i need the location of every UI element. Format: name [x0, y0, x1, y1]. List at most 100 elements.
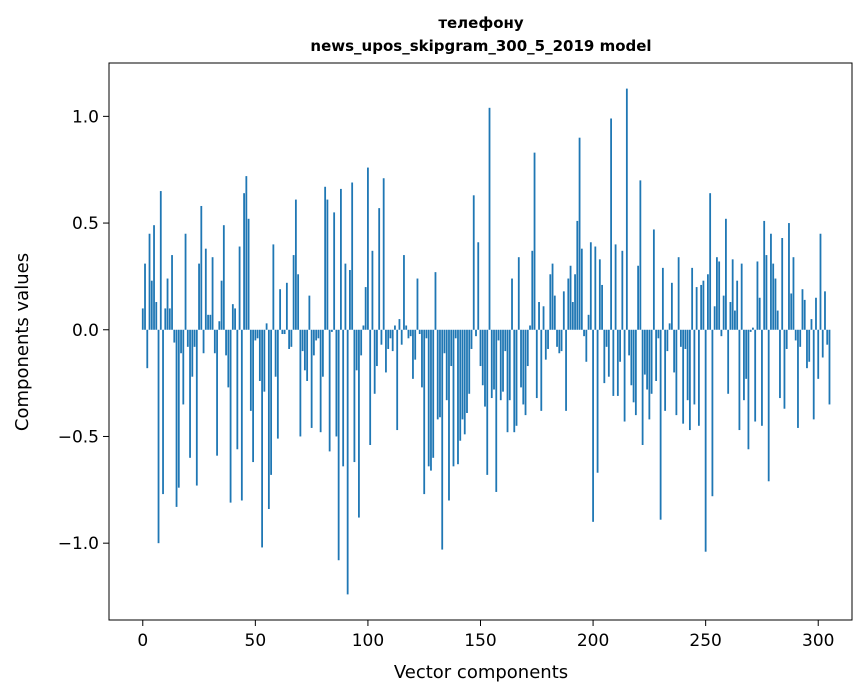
- bar-component-221: [639, 180, 642, 330]
- bar-component-46: [245, 176, 248, 330]
- bar-component-172: [529, 325, 531, 330]
- bar-component-187: [562, 291, 565, 330]
- bar-component-231: [661, 267, 664, 330]
- bar-component-31: [211, 257, 214, 330]
- bar-component-150: [479, 329, 482, 367]
- bar-component-196: [583, 329, 585, 337]
- bar-component-241: [684, 329, 687, 349]
- chart-title-line2: news_upos_skipgram_300_5_2019 model: [310, 37, 651, 55]
- bar-component-163: [508, 329, 511, 401]
- bar-component-2: [146, 329, 149, 369]
- bar-component-218: [632, 329, 635, 403]
- bar-component-166: [515, 329, 518, 426]
- bar-component-264: [736, 280, 739, 330]
- bar-component-135: [445, 329, 448, 401]
- bar-component-10: [164, 308, 167, 330]
- bar-component-13: [171, 255, 173, 330]
- bar-component-147: [472, 195, 475, 330]
- bar-component-183: [553, 295, 556, 330]
- bar-component-49: [252, 329, 254, 463]
- bar-component-84: [331, 329, 333, 332]
- x-tick-label: 50: [245, 631, 267, 651]
- bar-component-222: [641, 329, 644, 445]
- bar-component-153: [486, 329, 489, 475]
- bar-component-14: [173, 329, 176, 343]
- bar-component-67: [292, 255, 295, 330]
- bar-component-260: [727, 329, 730, 394]
- bar-component-61: [279, 289, 282, 330]
- bar-component-217: [630, 329, 633, 386]
- bar-component-302: [821, 329, 824, 358]
- bar-component-271: [752, 327, 754, 330]
- bar-component-294: [803, 299, 806, 330]
- bar-component-293: [801, 289, 804, 330]
- bar-component-105: [378, 208, 381, 330]
- bar-component-211: [616, 329, 619, 396]
- bar-component-136: [448, 329, 450, 501]
- bar-component-210: [614, 244, 617, 330]
- bar-component-185: [558, 329, 561, 354]
- bar-component-156: [493, 329, 495, 390]
- bar-component-123: [418, 329, 421, 335]
- bar-component-288: [790, 293, 793, 330]
- bar-component-29: [207, 314, 209, 330]
- bar-component-78: [317, 329, 320, 339]
- bar-component-292: [799, 329, 802, 347]
- bar-component-195: [580, 248, 583, 330]
- bar-component-57: [270, 329, 273, 475]
- bar-component-257: [720, 329, 723, 337]
- bar-component-148: [475, 329, 477, 337]
- bar-component-229: [657, 329, 660, 339]
- bar-component-90: [344, 263, 347, 330]
- bar-component-282: [776, 310, 779, 330]
- bar-component-161: [504, 329, 507, 352]
- bar-component-141: [459, 329, 462, 441]
- bar-component-243: [688, 329, 691, 431]
- bar-component-43: [238, 246, 241, 330]
- bar-component-208: [610, 118, 612, 330]
- bar-component-92: [349, 270, 351, 330]
- bar-component-96: [358, 329, 360, 518]
- y-tick-label: −1.0: [58, 534, 99, 554]
- y-tick-label: 0.5: [72, 214, 99, 234]
- bar-component-242: [686, 329, 689, 401]
- bar-component-24: [195, 329, 198, 486]
- bar-component-200: [592, 329, 594, 522]
- bar-component-191: [571, 302, 574, 330]
- bar-component-7: [157, 329, 160, 544]
- bar-component-83: [328, 329, 331, 452]
- bar-component-270: [749, 329, 752, 332]
- bar-component-215: [625, 88, 628, 330]
- bar-component-40: [231, 304, 234, 330]
- bar-component-297: [810, 319, 813, 330]
- bar-component-126: [425, 329, 428, 339]
- bar-component-104: [376, 329, 378, 367]
- bar-component-80: [321, 329, 324, 377]
- bar-component-102: [371, 250, 374, 330]
- bar-component-132: [439, 329, 441, 418]
- bar-component-249: [702, 280, 705, 330]
- bar-component-93: [351, 182, 354, 330]
- bar-component-194: [578, 137, 581, 330]
- bar-component-269: [747, 329, 750, 450]
- bar-component-286: [785, 329, 788, 349]
- bar-component-120: [412, 329, 414, 379]
- bar-component-18: [182, 329, 185, 405]
- y-axis-label: Components values: [12, 253, 33, 431]
- bar-component-1: [144, 263, 146, 330]
- bar-component-134: [443, 329, 446, 354]
- bar-component-192: [574, 274, 576, 330]
- bar-component-35: [220, 280, 223, 330]
- plot-frame: [108, 62, 853, 621]
- bar-component-186: [560, 329, 563, 352]
- bar-component-149: [477, 242, 480, 330]
- bar-component-125: [423, 329, 426, 495]
- bar-component-114: [398, 319, 401, 330]
- bar-component-220: [637, 265, 640, 330]
- bar-component-184: [556, 329, 558, 347]
- bar-component-251: [707, 274, 709, 330]
- bar-component-30: [209, 314, 212, 330]
- bar-component-262: [731, 259, 734, 330]
- bar-component-69: [297, 274, 300, 330]
- bar-component-159: [499, 329, 502, 401]
